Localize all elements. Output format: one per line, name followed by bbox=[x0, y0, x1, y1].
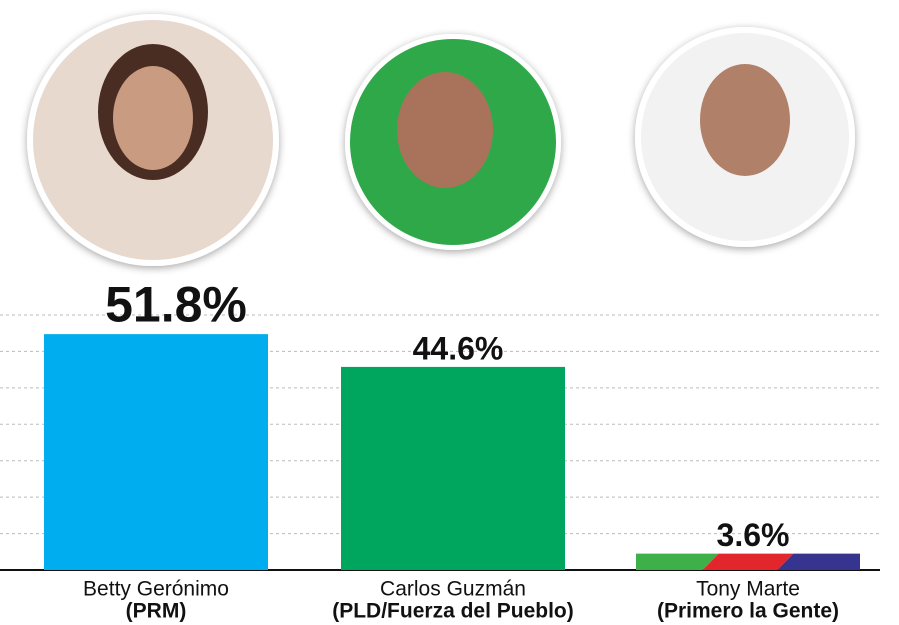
party-label: (Primero la Gente) bbox=[657, 600, 839, 623]
value-label: 3.6% bbox=[717, 517, 790, 553]
bar-stripe bbox=[777, 553, 860, 570]
photo-face bbox=[113, 66, 193, 170]
bar bbox=[636, 553, 860, 570]
x-tick-label: Carlos Guzmán bbox=[380, 578, 526, 601]
photos bbox=[27, 14, 855, 266]
party-label: (PLD/Fuerza del Pueblo) bbox=[332, 600, 574, 623]
photo-face bbox=[397, 72, 493, 188]
photo-face bbox=[700, 64, 790, 176]
bar bbox=[44, 334, 268, 570]
bar bbox=[341, 366, 565, 570]
bar-stripe bbox=[636, 553, 719, 570]
value-label: 51.8% bbox=[105, 276, 247, 332]
value-label: 44.6% bbox=[413, 330, 504, 366]
x-tick-label: Tony Marte bbox=[696, 578, 800, 601]
bar-stripe bbox=[702, 553, 794, 570]
x-tick-label: Betty Gerónimo bbox=[83, 578, 229, 601]
party-label: (PRM) bbox=[126, 600, 187, 623]
